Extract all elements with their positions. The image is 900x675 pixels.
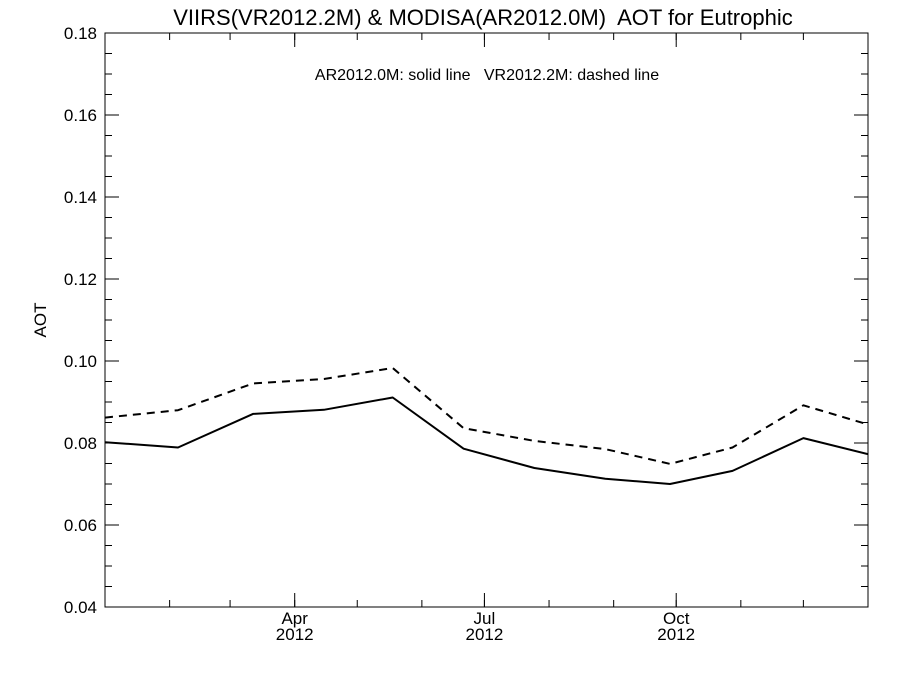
y-tick-label: 0.08 — [64, 434, 97, 453]
series-line-vr2012-2m — [105, 367, 868, 465]
x-tick-label: 2012 — [466, 625, 504, 644]
y-tick-label: 0.14 — [64, 188, 97, 207]
chart-title: VIIRS(VR2012.2M) & MODISA(AR2012.0M) AOT… — [173, 5, 792, 30]
plot-frame — [104, 32, 869, 608]
y-tick-label: 0.12 — [64, 270, 97, 289]
series-layer — [105, 367, 868, 485]
axes-layer: 0.040.060.080.100.120.140.160.18Apr2012J… — [64, 24, 868, 644]
y-tick-label: 0.16 — [64, 106, 97, 125]
y-tick-label: 0.18 — [64, 24, 97, 43]
x-tick-label: Oct — [663, 609, 690, 628]
y-tick-label: 0.10 — [64, 352, 97, 371]
y-axis-label: AOT — [31, 303, 50, 338]
x-tick-label: 2012 — [657, 625, 695, 644]
y-tick-label: 0.06 — [64, 516, 97, 535]
series-line-ar2012-0m — [105, 396, 868, 485]
x-tick-label: Jul — [474, 609, 496, 628]
x-tick-label: 2012 — [276, 625, 314, 644]
y-tick-label: 0.04 — [64, 598, 97, 617]
x-tick-label: Apr — [281, 609, 308, 628]
chart-annotation: AR2012.0M: solid line VR2012.2M: dashed … — [315, 67, 659, 84]
